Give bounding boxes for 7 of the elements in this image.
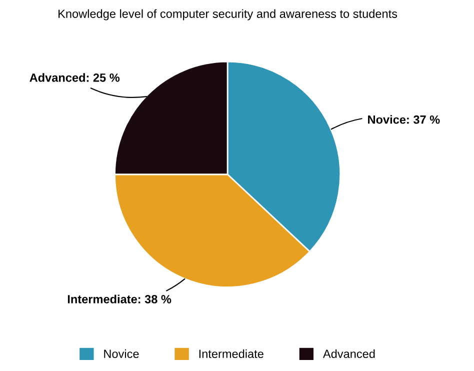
data-label: Intermediate: 38 %: [68, 294, 172, 304]
legend-label: Novice: [104, 349, 139, 358]
legend-label: Advanced: [322, 349, 375, 358]
legend-label: Intermediate: [199, 349, 264, 358]
chart-title: Knowledge level of computer security and awareness to students: [58, 9, 398, 20]
data-label: Advanced: 25 %: [30, 73, 120, 82]
data-label: Novice: 37 %: [368, 115, 440, 124]
